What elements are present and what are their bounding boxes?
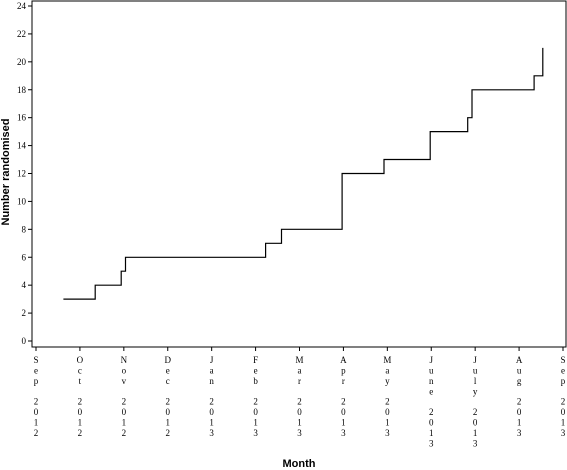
- y-axis-title: Number randomised: [0, 119, 12, 226]
- y-tick-label: 22: [17, 29, 26, 39]
- series-step-line: [63, 47, 544, 300]
- y-tick-label: 14: [17, 141, 27, 151]
- y-tick-label: 10: [17, 196, 27, 206]
- plot-frame: [31, 0, 567, 348]
- y-tick-label: 16: [17, 113, 27, 123]
- y-tick-label: 4: [22, 280, 27, 290]
- x-axis-title: Month: [283, 458, 316, 470]
- y-tick-label: 8: [22, 224, 27, 234]
- y-tick-label: 0: [22, 336, 27, 346]
- y-tick-label: 20: [17, 57, 27, 67]
- y-tick-label: 18: [17, 85, 27, 95]
- y-tick-label: 2: [22, 308, 27, 318]
- y-tick-label: 24: [17, 1, 27, 11]
- y-tick-label: 12: [17, 169, 26, 179]
- y-tick-label: 6: [22, 252, 27, 262]
